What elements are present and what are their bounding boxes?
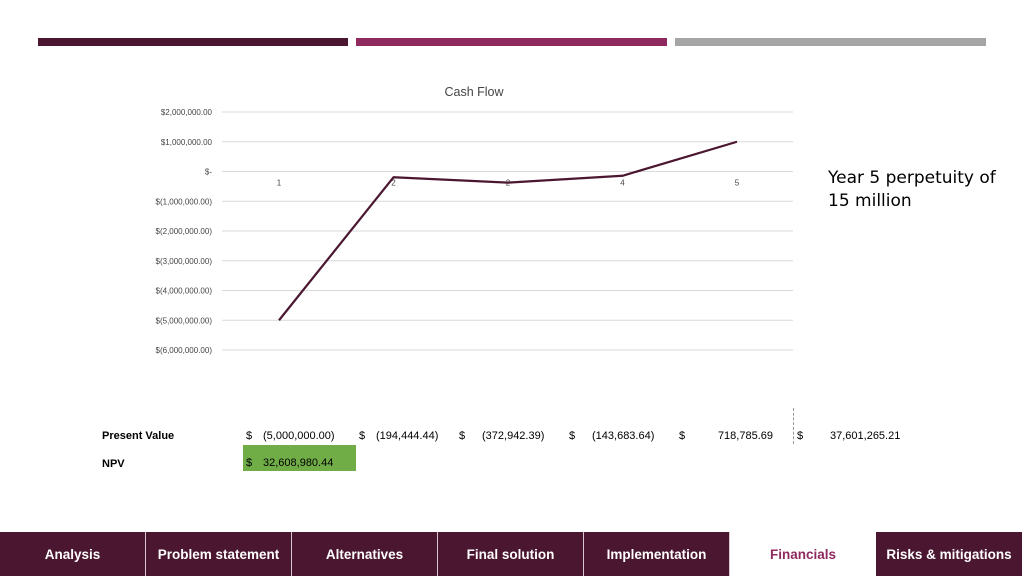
header-bar-dark (38, 38, 348, 46)
pv-value-1: (5,000,000.00) (263, 430, 335, 442)
cash-flow-chart: Cash Flow $2,000,000.00 $1,000,000.00 $- $(… (156, 85, 793, 355)
pv-value-4: (143,683.64) (592, 430, 655, 442)
nav-label: Analysis (44, 546, 101, 562)
y-tick-label: $1,000,000.00 (161, 138, 213, 147)
nav-label: Implementation (606, 546, 707, 562)
section-nav: Analysis Problem statement Alternatives … (0, 532, 1024, 576)
x-tick-label: 4 (620, 179, 625, 188)
pv-value-3: (372,942.39) (482, 430, 545, 442)
pv-currency: $ (797, 430, 804, 442)
perpetuity-annotation: Year 5 perpetuity of 15 million (828, 168, 996, 211)
y-tick-label: $- (205, 168, 212, 177)
header-bar-magenta (356, 38, 667, 46)
nav-label: Final solution (466, 546, 555, 562)
y-tick-label: $(1,000,000.00) (156, 197, 213, 206)
pv-currency: $ (679, 430, 686, 442)
nav-analysis[interactable]: Analysis (0, 532, 146, 576)
y-tick-label: $(2,000,000.00) (156, 227, 213, 236)
x-tick-label: 2 (391, 179, 396, 188)
pv-value-5: 718,785.69 (717, 430, 773, 442)
y-tick-label: $(4,000,000.00) (156, 287, 213, 296)
pv-value-terminal: 37,601,265.21 (830, 430, 901, 442)
y-tick-label: $(5,000,000.00) (156, 316, 213, 325)
pv-value-2: (194,444.44) (376, 430, 439, 442)
chart-title: Cash Flow (444, 85, 504, 99)
header-bar-gray (675, 38, 986, 46)
nav-alternatives[interactable]: Alternatives (292, 532, 438, 576)
nav-label: Problem statement (157, 546, 280, 562)
x-tick-label: 1 (277, 179, 282, 188)
pv-currency: $ (246, 430, 253, 442)
column-divider (793, 408, 794, 444)
npv-currency: $ (246, 457, 253, 469)
nav-final-solution[interactable]: Final solution (438, 532, 584, 576)
nav-implementation[interactable]: Implementation (584, 532, 730, 576)
nav-risks-mitigations[interactable]: Risks & mitigations (876, 532, 1022, 576)
y-tick-label: $(3,000,000.00) (156, 257, 213, 266)
nav-financials[interactable]: Financials (730, 532, 876, 576)
nav-label: Financials (769, 546, 837, 562)
nav-problem-statement[interactable]: Problem statement (146, 532, 292, 576)
npv-cell: $ 32,608,980.44 (243, 445, 356, 471)
npv-value: 32,608,980.44 (263, 457, 334, 469)
y-tick-label: $2,000,000.00 (161, 108, 213, 117)
nav-label: Alternatives (325, 546, 404, 562)
pv-currency: $ (459, 430, 466, 442)
pv-currency: $ (569, 430, 576, 442)
x-tick-label: 5 (735, 179, 740, 188)
present-value-label: Present Value (102, 430, 175, 442)
nav-label: Risks & mitigations (886, 546, 1012, 562)
pv-currency: $ (359, 430, 366, 442)
y-tick-label: $(6,000,000.00) (156, 346, 213, 355)
npv-label: NPV (102, 458, 125, 470)
